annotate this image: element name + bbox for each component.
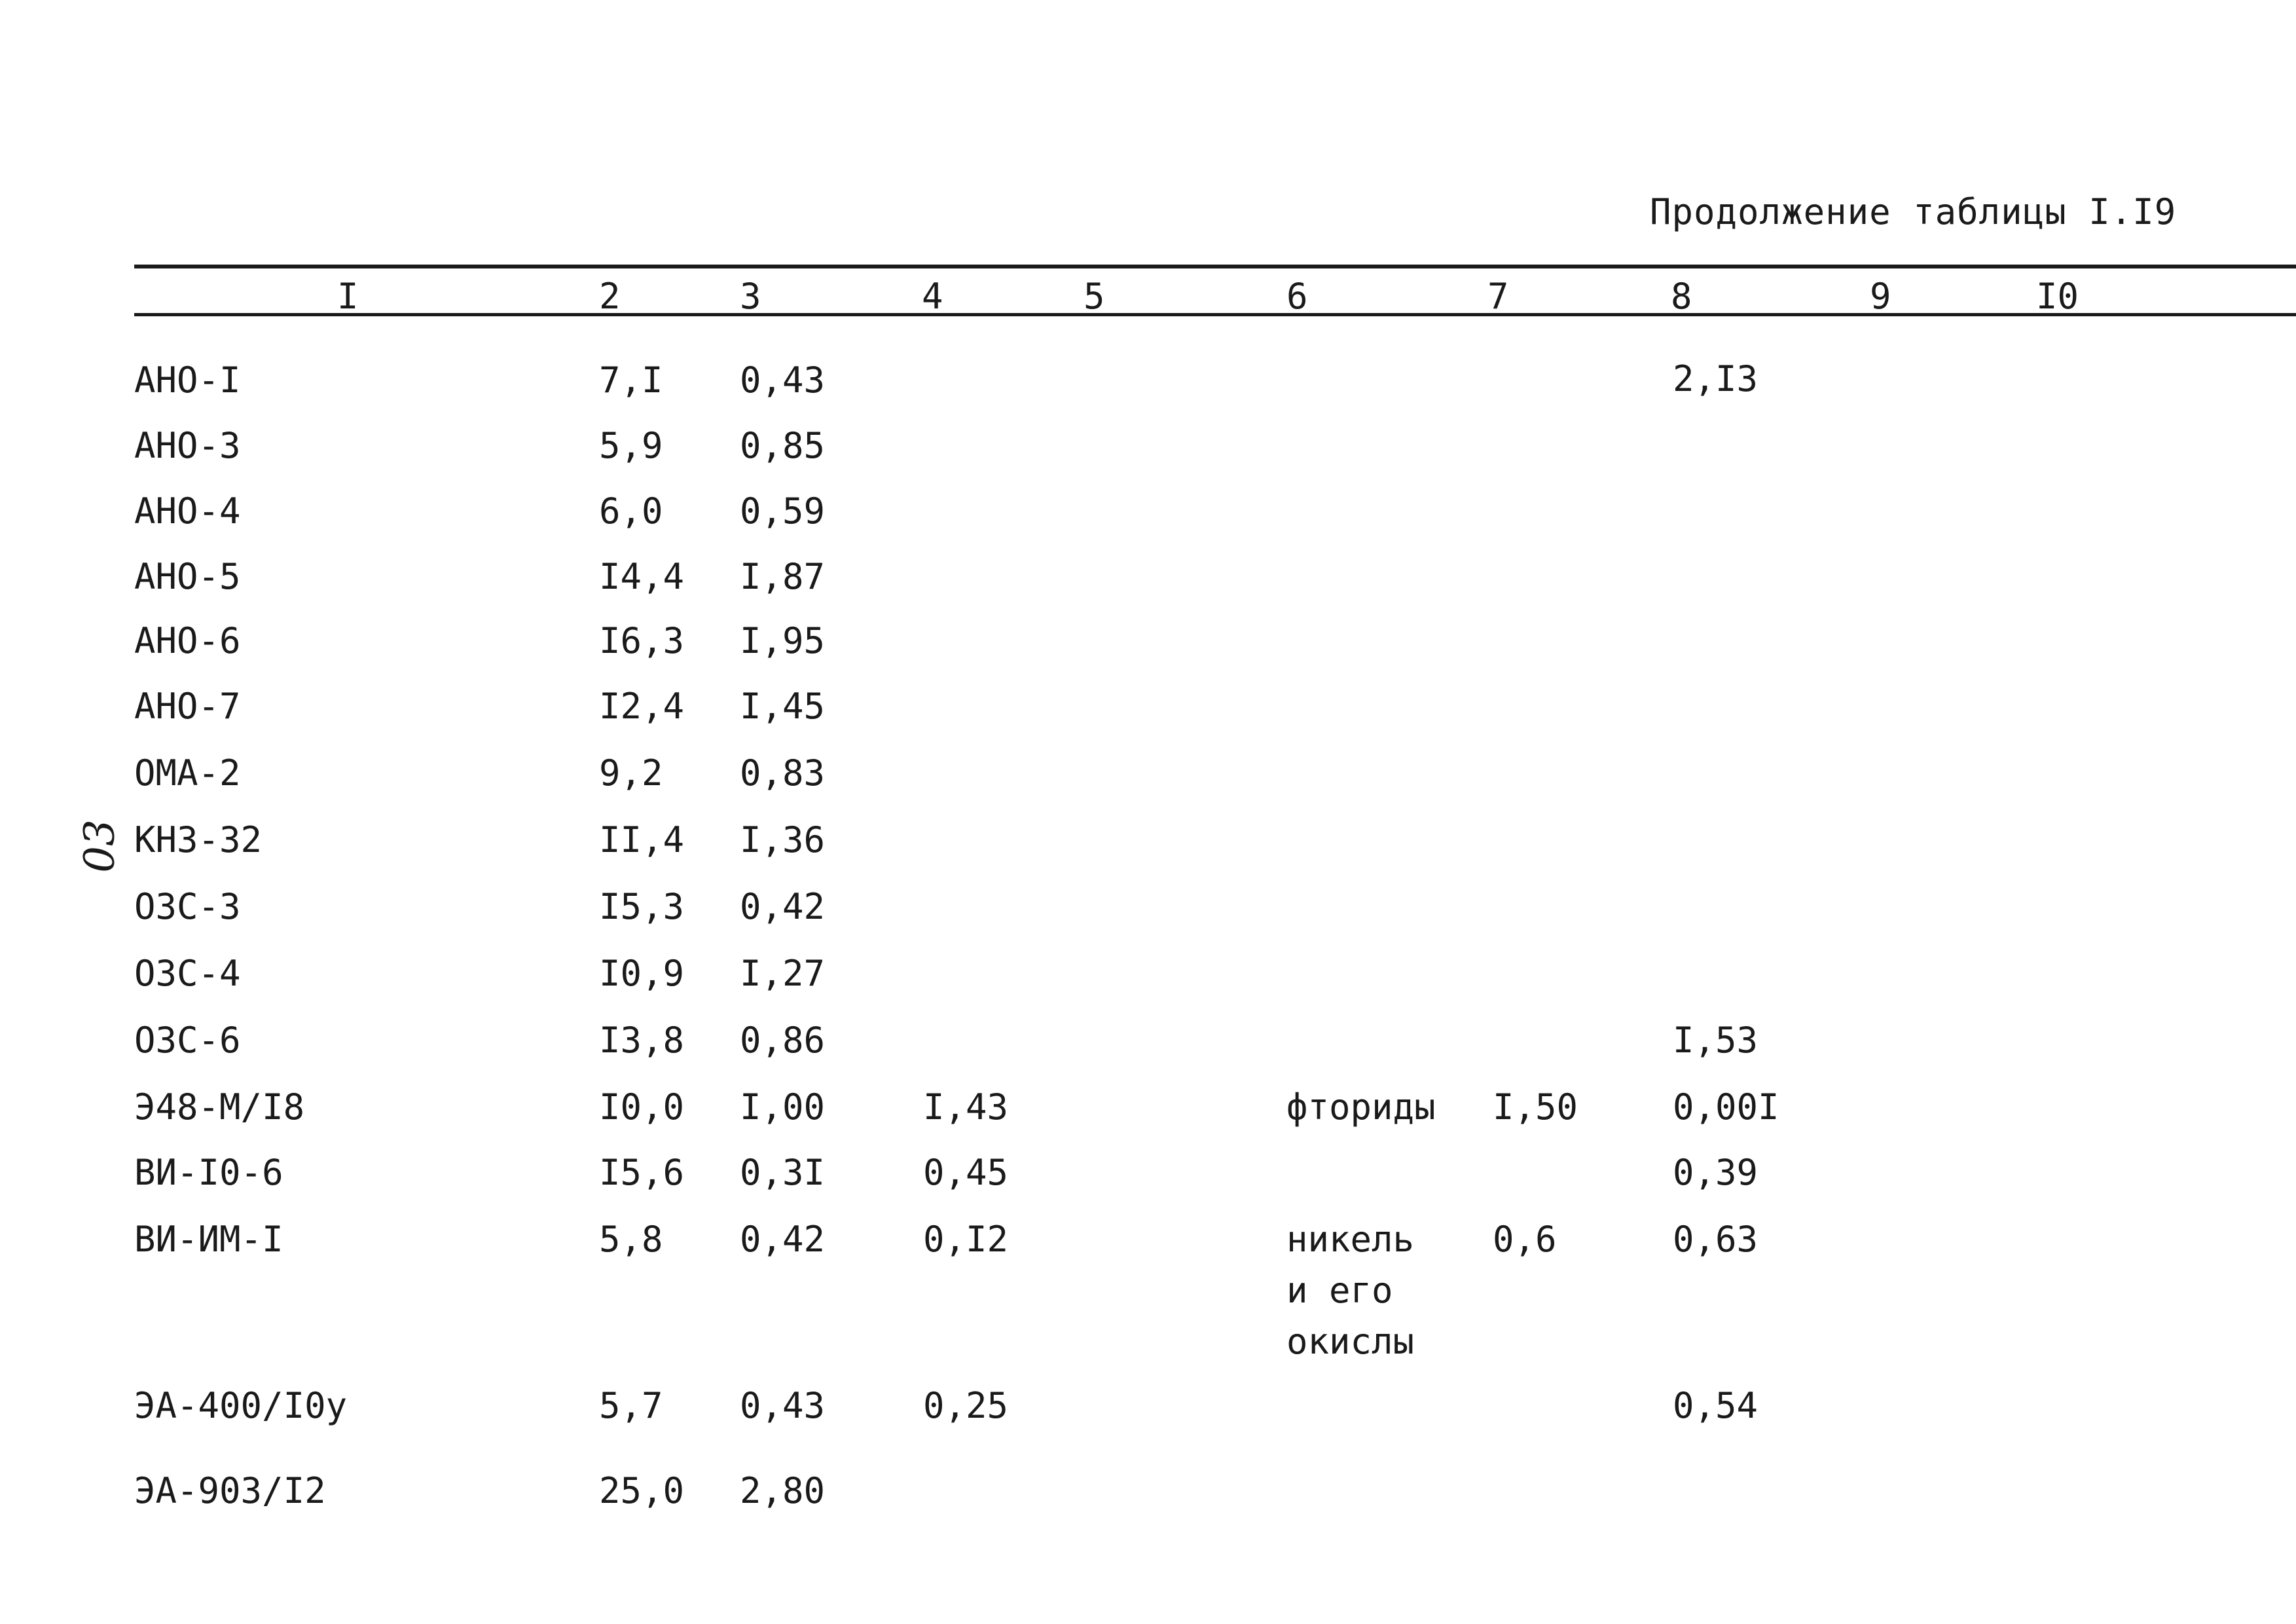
table-row-cell-col2: I0,9 (599, 953, 685, 994)
column-header-6: 6 (1286, 276, 1308, 317)
table-row-cell-electrode: АНО-I (134, 360, 241, 401)
column-header-9: 9 (1870, 276, 1891, 317)
table-row-cell-col3: 0,86 (740, 1020, 826, 1061)
table-row-cell-electrode: КНЗ-32 (134, 819, 263, 860)
table-row-cell-col2: I2,4 (599, 686, 685, 727)
table-row-cell-col8: 0,39 (1673, 1152, 1758, 1193)
column-header-1: I (337, 276, 359, 317)
column-header-2: 2 (599, 276, 621, 317)
table-row-cell-col3: 2,80 (740, 1470, 826, 1511)
table-row-cell-col3: 0,43 (740, 360, 826, 401)
table-row-cell-col3: I,00 (740, 1086, 826, 1128)
table-row-cell-col3: I,87 (740, 556, 826, 597)
table-row-cell-col3: 0,59 (740, 490, 826, 532)
table-row-cell-col8: 0,54 (1673, 1385, 1758, 1426)
table-row-cell-col3: 0,3I (740, 1152, 826, 1193)
table-row-cell-col8: 2,I3 (1673, 358, 1758, 399)
table-row-cell-col8: I,53 (1673, 1020, 1758, 1061)
table-row-cell-col6: никель и его окислы (1286, 1219, 1415, 1362)
column-header-3: 3 (740, 276, 761, 317)
table-row-cell-col2: I5,3 (599, 886, 685, 927)
table-row-cell-col3: 0,85 (740, 425, 826, 466)
table-row-cell-col8: 0,63 (1673, 1219, 1758, 1260)
table-row-cell-col3: 0,42 (740, 886, 826, 927)
table-row-cell-electrode: АНО-5 (134, 556, 241, 597)
column-header-4: 4 (922, 276, 943, 317)
table-row-cell-col2: 9,2 (599, 752, 663, 794)
table-row-cell-col2: I5,6 (599, 1152, 685, 1193)
table-row-cell-col2: II,4 (599, 819, 685, 860)
table-row-cell-electrode: ВИ-I0-6 (134, 1152, 283, 1193)
column-header-8: 8 (1671, 276, 1692, 317)
table-row-cell-col4: 0,25 (923, 1385, 1009, 1426)
table-row-cell-electrode: АНО-3 (134, 425, 241, 466)
table-row-cell-col2: I6,3 (599, 620, 685, 661)
column-header-5: 5 (1084, 276, 1105, 317)
table-row-cell-electrode: Э48-М/I8 (134, 1086, 305, 1128)
table-caption: Продолжение таблицы I.I9 (1650, 191, 2177, 232)
table-row-cell-col2: I0,0 (599, 1086, 685, 1128)
table-row-cell-col3: 0,42 (740, 1219, 826, 1260)
table-row-cell-col6: фториды (1286, 1086, 1436, 1128)
table-row-cell-electrode: ЭА-400/I0у (134, 1385, 348, 1426)
table-row-cell-col3: I,27 (740, 953, 826, 994)
table-row-cell-col2: 25,0 (599, 1470, 685, 1511)
table-row-cell-col2: I3,8 (599, 1020, 685, 1061)
table-row-cell-col3: 0,43 (740, 1385, 826, 1426)
table-row-cell-electrode: ЭА-903/I2 (134, 1470, 326, 1511)
table-row-cell-electrode: АНО-6 (134, 620, 241, 661)
table-row-cell-col2: 5,8 (599, 1219, 663, 1260)
table-row-cell-electrode: АНО-4 (134, 490, 241, 532)
table-row-cell-col3: 0,83 (740, 752, 826, 794)
table-row-cell-electrode: ОЗС-4 (134, 953, 241, 994)
header-bottom-rule (134, 313, 2296, 316)
table-row-cell-col2: 5,9 (599, 425, 663, 466)
table-row-cell-col4: 0,45 (923, 1152, 1009, 1193)
table-row-cell-col2: 6,0 (599, 490, 663, 532)
column-header-7: 7 (1487, 276, 1509, 317)
column-header-10: I0 (2036, 276, 2079, 317)
table-row-cell-col2: 5,7 (599, 1385, 663, 1426)
table-row-cell-electrode: ОЗС-3 (134, 886, 241, 927)
table-row-cell-col2: 7,I (599, 360, 663, 401)
table-row-cell-col4: 0,I2 (923, 1219, 1009, 1260)
table-row-cell-electrode: ОМА-2 (134, 752, 241, 794)
header-top-rule (134, 265, 2296, 268)
table-row-cell-col7: 0,6 (1493, 1219, 1557, 1260)
table-row-cell-col7: I,50 (1493, 1086, 1578, 1128)
table-row-cell-col8: 0,00I (1673, 1086, 1779, 1128)
table-row-cell-electrode: ОЗС-6 (134, 1020, 241, 1061)
table-row-cell-col3: I,36 (740, 819, 826, 860)
table-row-cell-col2: I4,4 (599, 556, 685, 597)
table-row-cell-col3: I,45 (740, 686, 826, 727)
table-row-cell-electrode: ВИ-ИМ-I (134, 1219, 283, 1260)
table-row-cell-col3: I,95 (740, 620, 826, 661)
table-row-cell-col4: I,43 (923, 1086, 1009, 1128)
table-row-cell-electrode: АНО-7 (134, 686, 241, 727)
